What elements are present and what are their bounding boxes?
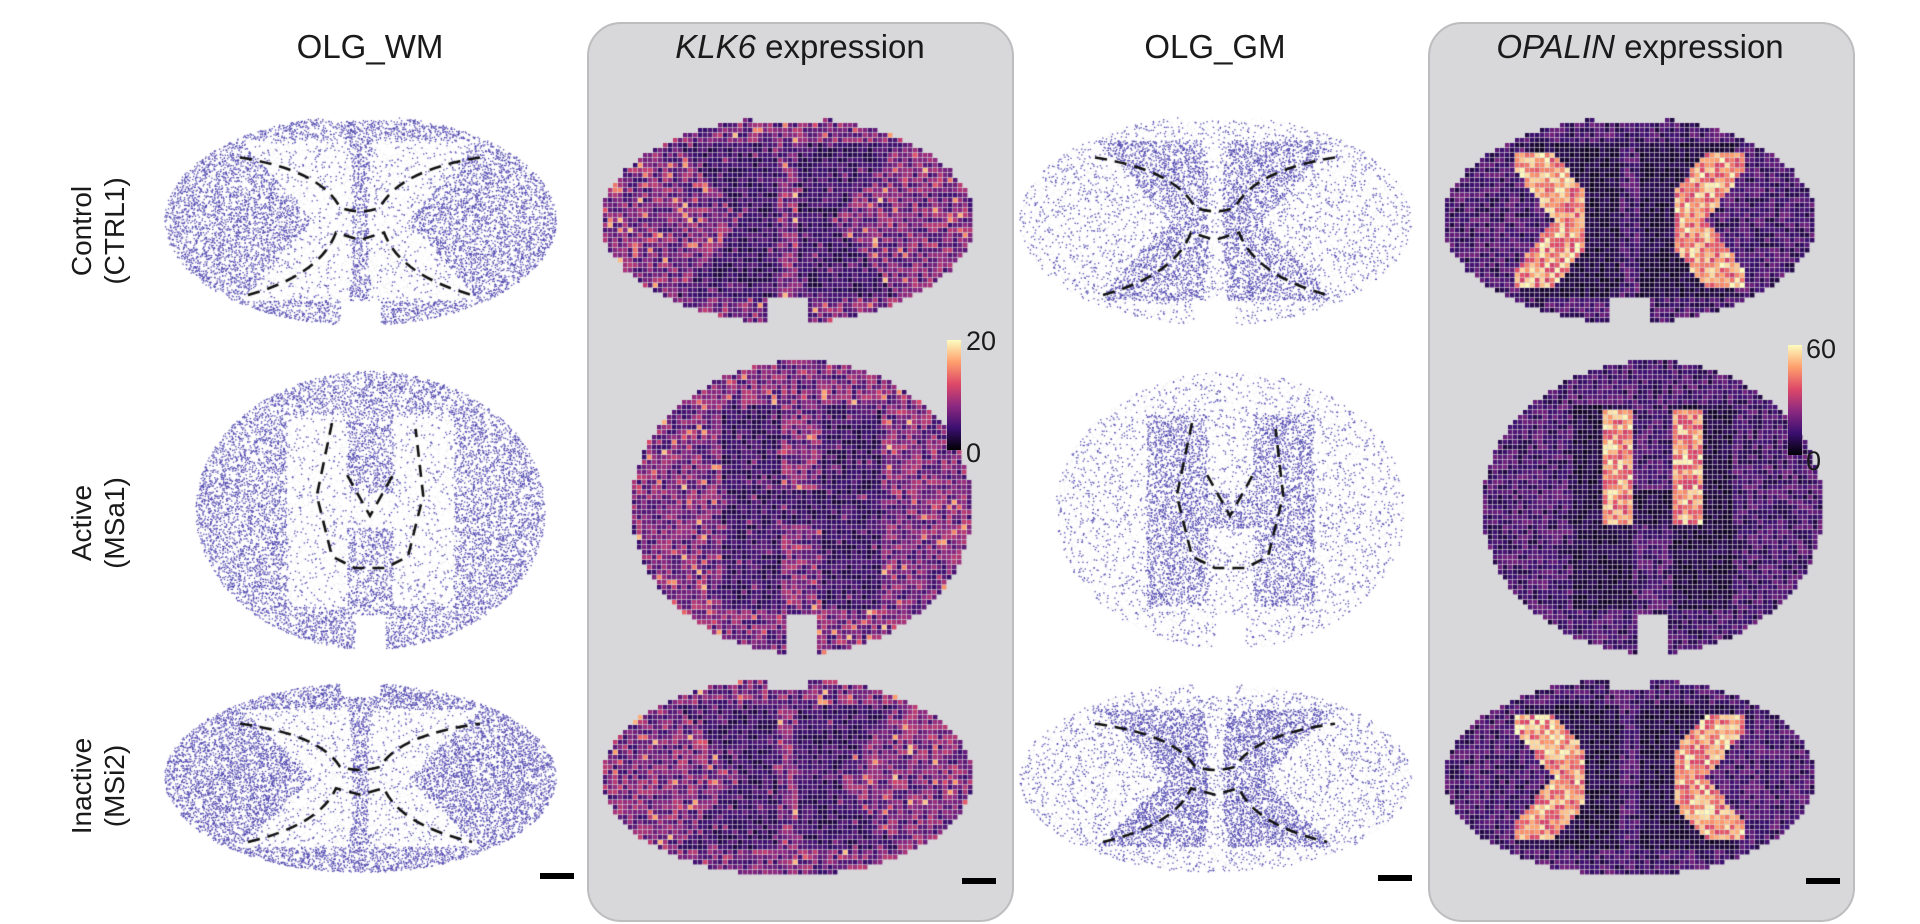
- section-klk6-active: [617, 355, 987, 660]
- row-label-inactive-line2: (MSi2): [99, 744, 130, 828]
- row-label-inactive-line1: Inactive: [66, 737, 97, 835]
- section-olg-wm-inactive: [160, 670, 560, 885]
- row-label-inactive: Inactive (MSi2): [65, 686, 131, 886]
- scale-bar-olg-gm: [1378, 875, 1412, 881]
- section-opalin-active: [1468, 355, 1838, 660]
- row-label-active-line2: (MSa1): [99, 477, 130, 569]
- olg-wm-title: OLG_WM: [296, 28, 444, 65]
- section-klk6-control: [598, 98, 978, 343]
- section-olg-gm-inactive: [1015, 670, 1415, 885]
- opalin-colorbar-max-label: 60: [1806, 334, 1837, 364]
- row-label-active: Active (MSa1): [65, 423, 131, 623]
- opalin-colorbar-min-label: 0: [1806, 446, 1822, 476]
- scale-bar-klk6: [962, 878, 996, 884]
- section-opalin-inactive: [1440, 665, 1820, 890]
- row-label-active-line1: Active: [66, 484, 97, 562]
- olg-gm-title: OLG_GM: [1144, 28, 1286, 65]
- column-title-olg-gm: OLG_GM: [1055, 28, 1375, 66]
- scale-bar-opalin: [1806, 878, 1840, 884]
- section-klk6-inactive: [598, 665, 978, 890]
- section-olg-gm-control: [1015, 95, 1415, 345]
- scale-bar-olg-wm: [540, 873, 574, 879]
- section-opalin-control: [1440, 98, 1820, 343]
- column-title-olg-wm: OLG_WM: [210, 28, 530, 66]
- opalin-gene-name: OPALIN: [1496, 28, 1615, 65]
- section-olg-wm-active: [180, 365, 560, 655]
- row-label-control: Control (CTRL1): [65, 131, 131, 331]
- klk6-colorbar-min-label: 0: [966, 438, 982, 468]
- section-olg-gm-active: [1040, 365, 1420, 655]
- opalin-title-suffix: expression: [1614, 28, 1784, 65]
- column-title-opalin: OPALIN expression: [1440, 28, 1840, 66]
- row-label-control-line1: Control: [66, 185, 97, 277]
- section-olg-wm-control: [160, 95, 560, 345]
- klk6-colorbar: [947, 340, 961, 450]
- klk6-title-suffix: expression: [755, 28, 925, 65]
- row-label-control-line2: (CTRL1): [99, 177, 130, 285]
- klk6-colorbar-max-label: 20: [966, 326, 997, 356]
- klk6-gene-name: KLK6: [675, 28, 756, 65]
- opalin-colorbar: [1788, 345, 1802, 455]
- column-title-klk6: KLK6 expression: [600, 28, 1000, 66]
